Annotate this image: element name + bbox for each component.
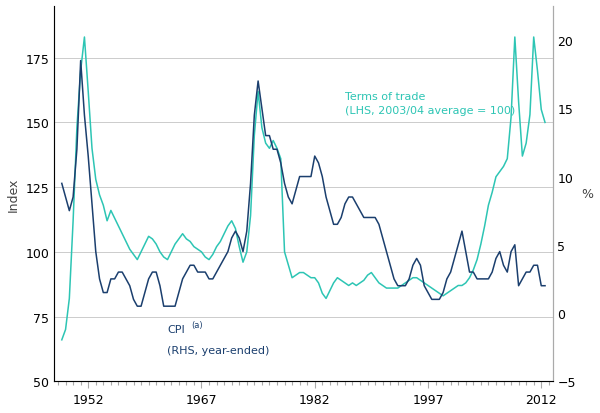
Text: (RHS, year-ended): (RHS, year-ended) (167, 345, 270, 355)
Text: CPI: CPI (167, 325, 185, 335)
Text: Terms of trade
(LHS, 2003/04 average = 100): Terms of trade (LHS, 2003/04 average = 1… (345, 92, 515, 116)
Text: (a): (a) (191, 320, 203, 330)
Y-axis label: Index: Index (7, 177, 20, 211)
Y-axis label: %: % (581, 188, 593, 201)
